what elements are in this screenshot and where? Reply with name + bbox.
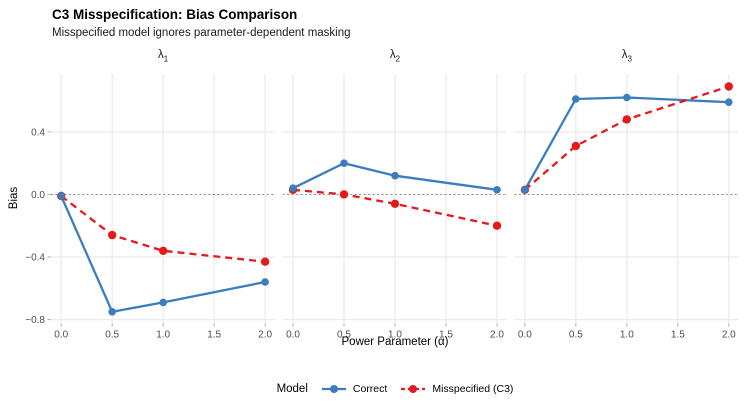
data-point-misspecified-c3 — [571, 141, 580, 151]
series-line-misspecified-c3 — [292, 188, 498, 227]
x-tick-label: 2.0 — [722, 330, 736, 341]
y-axis-title: Bias — [8, 186, 20, 210]
y-tick-label: 0.0 — [31, 190, 45, 201]
facet-label-lambda1: λ1 — [158, 49, 168, 63]
data-point-correct — [57, 192, 65, 200]
data-point-misspecified-c3 — [159, 246, 168, 255]
data-point-correct — [725, 98, 733, 106]
x-tick-label: 2.0 — [258, 330, 272, 341]
data-point-misspecified-c3 — [622, 115, 631, 124]
data-point-misspecified-c3 — [260, 257, 270, 266]
chart-title: C3 Misspecification: Bias Comparison — [52, 7, 298, 22]
series-line-correct — [523, 96, 729, 191]
facet-panel: 0.0 0.5 1.0 1.5 2.0 — [51, 74, 276, 341]
x-tick-label: 0.5 — [569, 330, 583, 341]
x-tick-label: 0.5 — [105, 330, 119, 341]
data-point-misspecified-c3 — [724, 82, 733, 91]
x-tick-label: 0.0 — [286, 330, 300, 341]
data-point-misspecified-c3 — [108, 230, 117, 240]
facet-panel: 0.0 0.5 1.0 1.5 2.0 — [514, 74, 739, 341]
data-point-correct — [261, 278, 269, 286]
x-tick-label: 1.5 — [439, 330, 453, 341]
x-tick-label: 0.5 — [337, 330, 351, 341]
legend-item-correct: Correct — [321, 382, 387, 396]
y-tick-label: 0.4 — [31, 127, 45, 138]
x-tick-label: 1.5 — [671, 330, 685, 341]
facet-label-subscript: 3 — [627, 54, 632, 64]
series-line-correct — [60, 195, 266, 314]
x-tick-label: 1.0 — [620, 330, 634, 341]
data-point-correct — [340, 159, 348, 167]
legend-item-label: Misspecified (C3) — [432, 383, 514, 395]
legend: Model Correct Misspecified (C3) — [51, 379, 739, 399]
x-tick-label: 1.0 — [156, 330, 170, 341]
facet-label-subscript: 2 — [395, 54, 401, 64]
x-tick-label: 0.0 — [518, 330, 532, 341]
data-point-correct — [289, 184, 297, 192]
data-point-correct — [572, 95, 580, 103]
x-axis-title: Power Parameter (α) — [341, 336, 449, 348]
facet-label-symbol: λ — [621, 49, 628, 61]
legend-key-correct-icon — [321, 385, 346, 393]
legend-title: Model — [276, 383, 308, 395]
data-point-correct — [623, 93, 631, 102]
x-tick-label: 2.0 — [490, 330, 504, 341]
series-line-correct — [292, 161, 498, 191]
data-point-correct — [521, 186, 529, 194]
facet-label-lambda3: λ3 — [622, 49, 632, 63]
data-point-misspecified-c3 — [339, 190, 349, 199]
x-tick-label: 1.5 — [207, 330, 221, 341]
y-tick-label: −0.8 — [25, 315, 45, 326]
facet-panel: 0.0 0.5 1.0 1.5 2.0 — [282, 74, 508, 341]
y-tick-label: −0.4 — [25, 253, 45, 264]
data-point-correct — [493, 186, 501, 194]
legend-item-label: Correct — [352, 383, 388, 395]
legend-key-misspecified-icon — [401, 385, 426, 393]
x-tick-label: 1.0 — [388, 330, 402, 341]
data-point-misspecified-c3 — [492, 221, 502, 230]
facet-label-subscript: 1 — [163, 54, 169, 64]
data-point-correct — [391, 171, 399, 180]
chart-subtitle: Misspecified model ignores parameter-dep… — [52, 27, 351, 39]
data-point-correct — [159, 298, 167, 307]
data-point-misspecified-c3 — [390, 199, 400, 208]
facet-label-symbol: λ — [158, 49, 164, 61]
facet-label-symbol: λ — [389, 49, 396, 61]
x-tick-label: 0.0 — [54, 330, 68, 341]
data-point-correct — [108, 308, 116, 316]
legend-item-misspecified-c3: Misspecified (C3) — [400, 382, 513, 396]
facet-label-lambda2: λ2 — [390, 49, 400, 63]
series-line-misspecified-c3 — [60, 195, 266, 263]
